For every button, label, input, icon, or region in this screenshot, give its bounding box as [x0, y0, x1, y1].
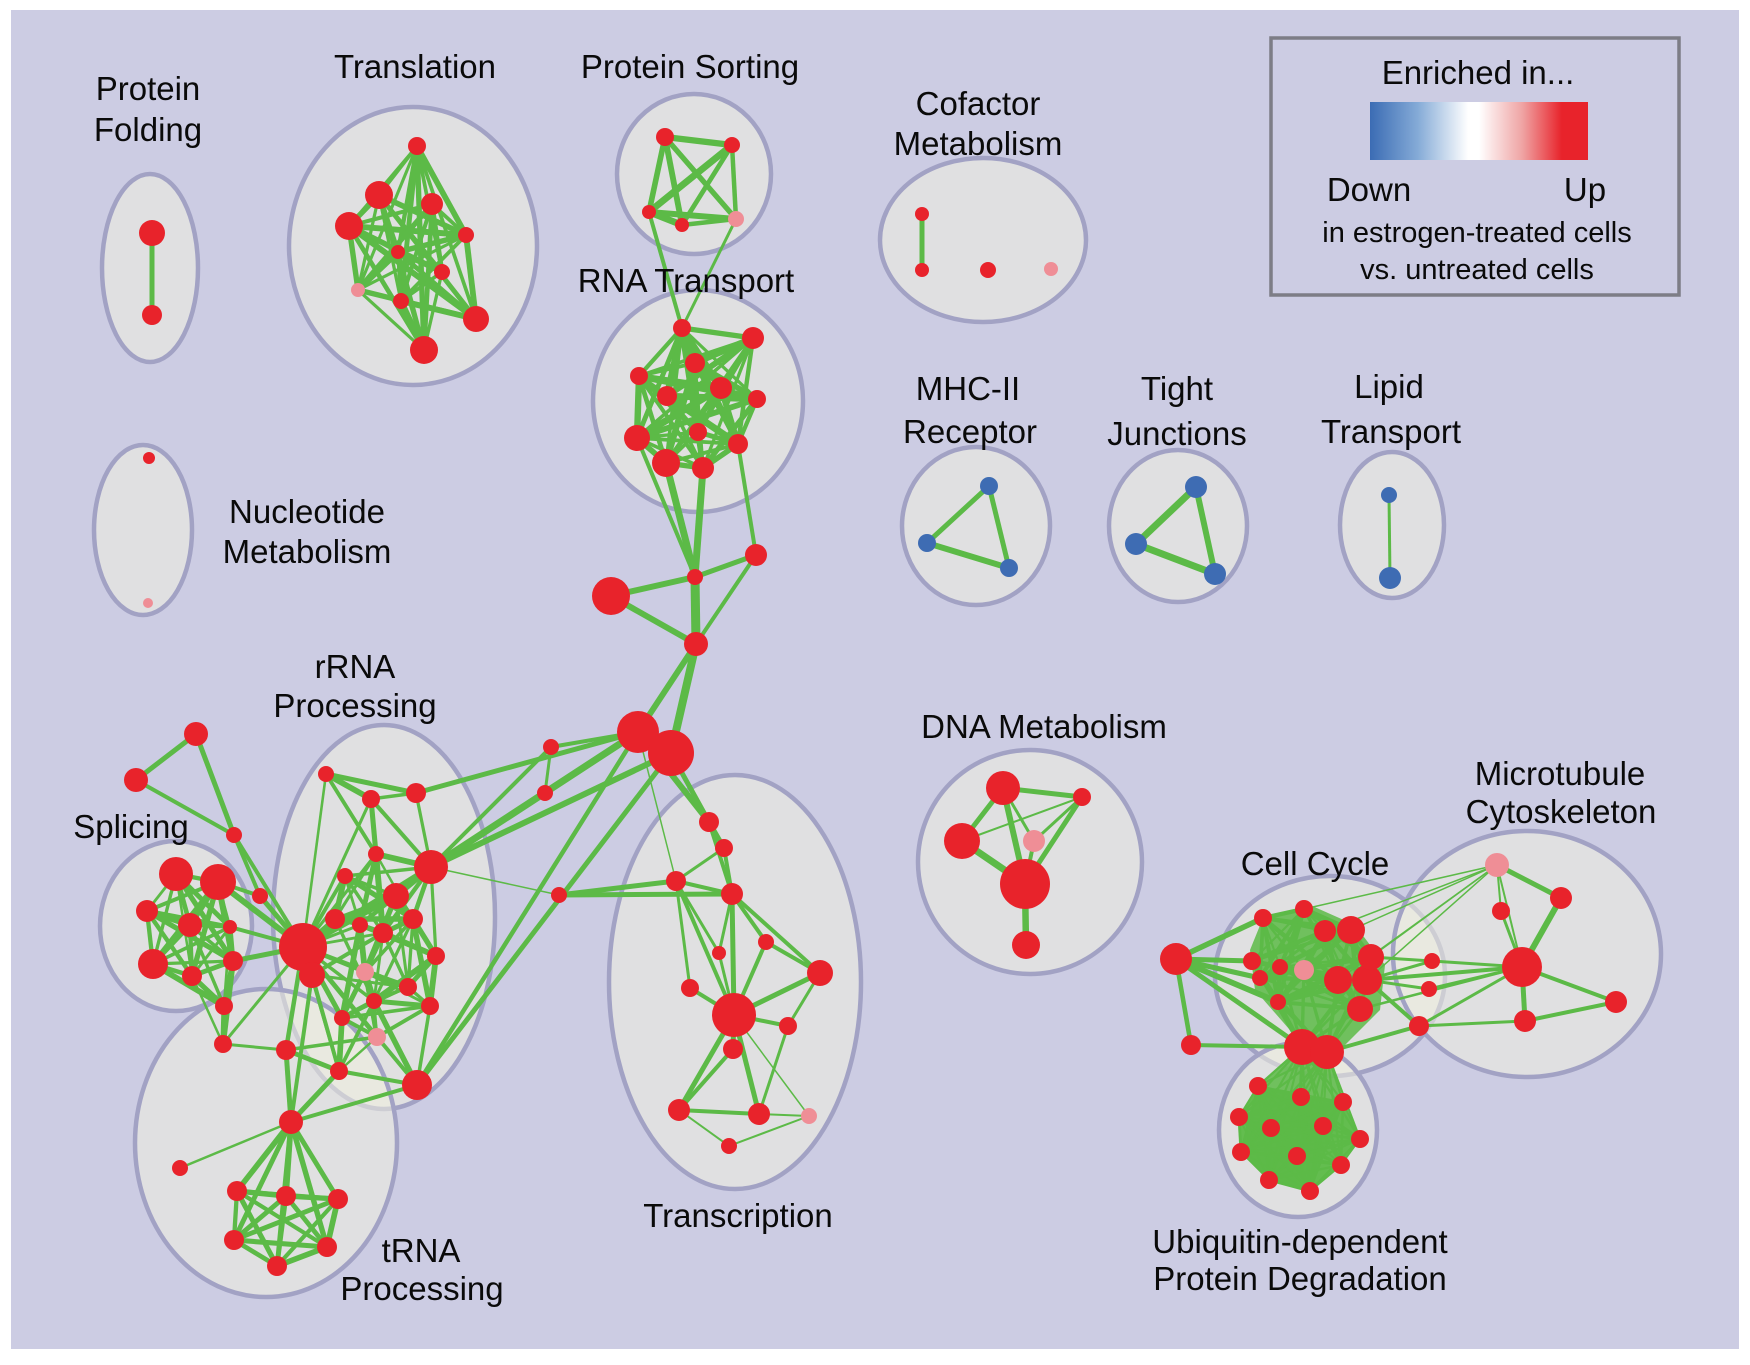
svg-text:Lipid: Lipid	[1354, 368, 1424, 405]
svg-text:DNA Metabolism: DNA Metabolism	[921, 708, 1167, 745]
svg-text:Cell Cycle: Cell Cycle	[1241, 845, 1390, 882]
svg-text:Enriched in...: Enriched in...	[1382, 54, 1575, 91]
svg-text:Tight: Tight	[1141, 370, 1213, 407]
svg-text:Metabolism: Metabolism	[894, 125, 1063, 162]
svg-text:Translation: Translation	[334, 48, 496, 85]
svg-text:MHC-II: MHC-II	[916, 370, 1020, 407]
svg-text:Junctions: Junctions	[1107, 415, 1246, 452]
svg-text:Cytoskeleton: Cytoskeleton	[1466, 793, 1657, 830]
svg-text:Up: Up	[1564, 171, 1606, 208]
svg-text:Nucleotide: Nucleotide	[229, 493, 385, 530]
svg-text:Processing: Processing	[340, 1270, 503, 1307]
svg-text:Protein: Protein	[96, 70, 201, 107]
svg-text:Receptor: Receptor	[903, 413, 1037, 450]
svg-text:Transcription: Transcription	[643, 1197, 833, 1234]
svg-text:Ubiquitin-dependent: Ubiquitin-dependent	[1152, 1223, 1447, 1260]
svg-text:Protein Sorting: Protein Sorting	[581, 48, 799, 85]
svg-text:Cofactor: Cofactor	[916, 85, 1041, 122]
svg-text:tRNA: tRNA	[382, 1232, 461, 1269]
svg-text:Microtubule: Microtubule	[1475, 755, 1646, 792]
svg-text:Processing: Processing	[273, 687, 436, 724]
svg-text:Transport: Transport	[1321, 413, 1461, 450]
svg-text:rRNA: rRNA	[315, 648, 396, 685]
svg-text:Folding: Folding	[94, 111, 202, 148]
svg-text:Metabolism: Metabolism	[223, 533, 392, 570]
svg-text:vs. untreated cells: vs. untreated cells	[1360, 254, 1594, 286]
svg-text:Down: Down	[1327, 171, 1411, 208]
svg-text:in estrogen-treated cells: in estrogen-treated cells	[1322, 217, 1632, 249]
svg-text:Splicing: Splicing	[73, 808, 189, 845]
svg-text:RNA Transport: RNA Transport	[578, 262, 794, 299]
svg-text:Protein Degradation: Protein Degradation	[1153, 1260, 1447, 1297]
